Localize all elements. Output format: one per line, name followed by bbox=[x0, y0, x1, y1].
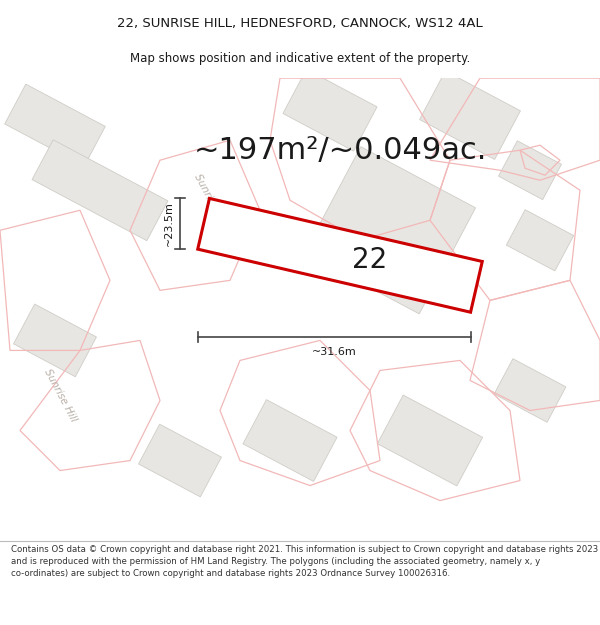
Polygon shape bbox=[499, 141, 562, 199]
Text: Map shows position and indicative extent of the property.: Map shows position and indicative extent… bbox=[130, 52, 470, 65]
Text: ~23.5m: ~23.5m bbox=[164, 201, 174, 246]
Polygon shape bbox=[419, 71, 520, 159]
Text: 22, SUNRISE HILL, HEDNESFORD, CANNOCK, WS12 4AL: 22, SUNRISE HILL, HEDNESFORD, CANNOCK, W… bbox=[117, 17, 483, 30]
Polygon shape bbox=[32, 140, 168, 241]
Polygon shape bbox=[243, 399, 337, 481]
Text: 22: 22 bbox=[352, 246, 388, 274]
Polygon shape bbox=[130, 210, 220, 371]
Polygon shape bbox=[283, 69, 377, 151]
Polygon shape bbox=[377, 395, 482, 486]
Text: Sunrise Hill: Sunrise Hill bbox=[42, 368, 78, 424]
Polygon shape bbox=[60, 210, 160, 361]
Text: Sunrise Hill: Sunrise Hill bbox=[192, 172, 228, 228]
Polygon shape bbox=[14, 304, 97, 377]
Polygon shape bbox=[494, 359, 566, 423]
Polygon shape bbox=[185, 78, 295, 230]
Text: ~197m²/~0.049ac.: ~197m²/~0.049ac. bbox=[193, 136, 487, 165]
Polygon shape bbox=[0, 311, 110, 541]
Polygon shape bbox=[139, 424, 221, 497]
Text: Contains OS data © Crown copyright and database right 2021. This information is : Contains OS data © Crown copyright and d… bbox=[11, 545, 598, 578]
Polygon shape bbox=[304, 147, 476, 314]
Polygon shape bbox=[198, 198, 482, 312]
Polygon shape bbox=[150, 78, 280, 341]
Polygon shape bbox=[5, 84, 105, 166]
Text: ~31.6m: ~31.6m bbox=[312, 348, 356, 358]
Polygon shape bbox=[506, 210, 574, 271]
